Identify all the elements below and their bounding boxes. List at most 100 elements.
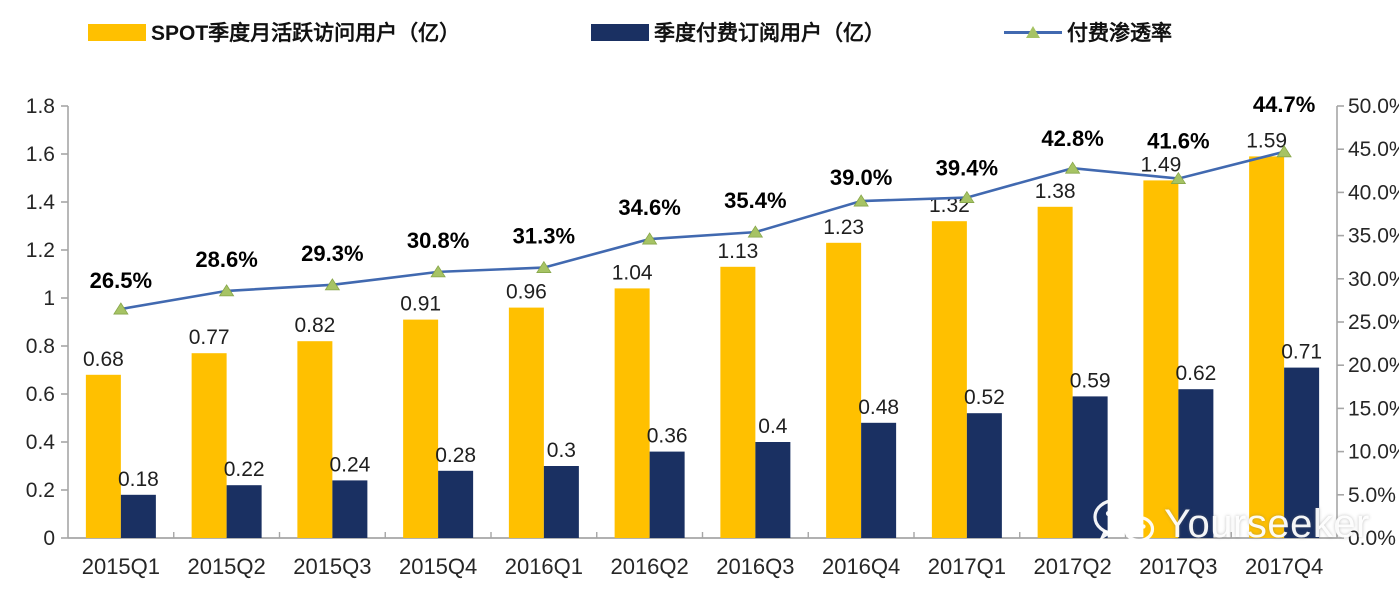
mau-bar [826, 242, 862, 539]
subs-bar [861, 422, 897, 538]
y-right-tick-label: 15.0% [1348, 397, 1399, 420]
subs-bar-label: 0.71 [1281, 341, 1322, 364]
mau-bar [1249, 156, 1285, 538]
penetration-label: 42.8% [1041, 126, 1103, 151]
x-axis-label: 2016Q3 [716, 554, 794, 579]
subs-bar-label: 0.36 [647, 425, 688, 448]
y-left-tick-label: 1.6 [26, 143, 55, 166]
subs-bar [543, 466, 579, 538]
y-left-tick-label: 1 [43, 287, 55, 310]
legend-item-mau: SPOT季度月活跃访问用户（亿） [88, 20, 461, 45]
y-left-tick-label: 1.8 [26, 95, 55, 118]
x-axis-label: 2016Q1 [505, 554, 583, 579]
mau-bar-label: 0.82 [294, 314, 335, 337]
subs-bar [755, 442, 791, 538]
y-right-tick-label: 10.0% [1348, 441, 1399, 464]
mau-bar [720, 266, 756, 538]
penetration-marker [536, 260, 552, 273]
watermark-text: Yourseeker [1164, 501, 1370, 546]
penetration-label: 39.0% [830, 165, 892, 190]
penetration-marker [1064, 161, 1081, 174]
mau-bar [297, 341, 333, 538]
mau-bar [614, 288, 650, 538]
mau-bar-label: 1.49 [1140, 153, 1181, 176]
penetration-label: 26.5% [90, 268, 152, 293]
penetration-label: 39.4% [936, 156, 998, 181]
mau-legend-swatch [88, 23, 146, 41]
x-axis-label: 2015Q4 [399, 554, 477, 579]
subs-bar-label: 0.18 [118, 468, 159, 491]
subs-bar [1072, 396, 1108, 538]
y-left-tick-label: 0 [43, 527, 55, 550]
penetration-label: 30.8% [407, 228, 469, 253]
legend-item-subs: 季度付费订阅用户（亿） [591, 20, 885, 45]
y-right-tick-label: 35.0% [1348, 225, 1399, 248]
penetration-label: 29.3% [301, 241, 363, 266]
x-axis-label: 2015Q3 [293, 554, 371, 579]
y-right-tick-label: 50.0% [1348, 95, 1399, 118]
mau-bar-label: 1.13 [717, 240, 758, 263]
x-axis-label: 2017Q2 [1033, 554, 1111, 579]
penetration-label: 34.6% [618, 195, 680, 220]
legend-item-penetration: 付费渗透率 [1004, 20, 1172, 45]
x-axis-label: 2016Q4 [822, 554, 900, 579]
mau-legend-label: SPOT季度月活跃访问用户（亿） [151, 22, 461, 45]
penetration-marker [1276, 145, 1292, 158]
subs-bar-label: 0.28 [435, 444, 476, 467]
x-axis-label: 2015Q2 [187, 554, 265, 579]
mau-bar-label: 1.04 [612, 261, 653, 284]
mau-bar [1143, 180, 1179, 538]
mau-bar-label: 0.68 [83, 348, 124, 371]
subs-bar-label: 0.22 [224, 458, 265, 481]
mau-bar-label: 0.96 [506, 281, 547, 304]
subs-bar-label: 0.52 [964, 386, 1005, 409]
penetration-label: 31.3% [513, 224, 575, 249]
subs-bar [332, 480, 368, 538]
y-left-tick-label: 1.4 [26, 191, 56, 214]
y-right-tick-label: 0.0% [1348, 527, 1396, 550]
mau-bar [931, 221, 967, 538]
subs-bar [649, 451, 685, 538]
watermark: Yourseeker [1090, 496, 1370, 552]
penetration-label: 28.6% [195, 247, 257, 272]
penetration-marker [641, 232, 658, 245]
penetration-label: 41.6% [1147, 129, 1209, 154]
subs-bar [1178, 389, 1214, 538]
penetration-marker [853, 194, 869, 207]
subs-bar [1284, 367, 1320, 538]
mau-bar-label: 0.91 [400, 293, 441, 316]
subs-bar [120, 494, 156, 538]
penetration-legend-swatch [1004, 24, 1062, 41]
y-right-tick-label: 30.0% [1348, 268, 1399, 291]
subs-bar-label: 0.4 [758, 415, 788, 438]
penetration-marker [324, 278, 341, 291]
x-axis-label: 2017Q1 [928, 554, 1006, 579]
x-axis-label: 2017Q4 [1245, 554, 1323, 579]
penetration-marker [113, 302, 129, 315]
y-left-tick-label: 0.8 [26, 335, 55, 358]
mau-bar-label: 1.38 [1035, 180, 1076, 203]
penetration-marker [1170, 171, 1187, 184]
subs-bar-label: 0.48 [858, 396, 899, 419]
mau-bar-label: 1.59 [1246, 129, 1287, 152]
wechat-icon [1093, 498, 1155, 546]
x-axis-label: 2015Q1 [82, 554, 160, 579]
mau-bar [1037, 206, 1073, 539]
penetration-label: 35.4% [724, 188, 786, 213]
mau-bar [85, 374, 121, 538]
subs-bar [438, 470, 474, 538]
penetration-marker [747, 225, 764, 238]
penetration-marker [959, 190, 975, 203]
subs-legend-swatch [591, 23, 649, 41]
x-axis-label: 2016Q2 [610, 554, 688, 579]
y-right-tick-label: 45.0% [1348, 138, 1399, 161]
y-left-tick-label: 1.2 [26, 239, 55, 262]
y-right-tick-label: 40.0% [1348, 181, 1399, 204]
penetration-marker [430, 265, 446, 278]
subs-bar-label: 0.62 [1175, 362, 1216, 385]
y-right-tick-label: 20.0% [1348, 354, 1399, 377]
mau-bar-label: 0.77 [189, 326, 230, 349]
mau-bar-label: 1.23 [823, 216, 864, 239]
penetration-marker [218, 284, 235, 297]
